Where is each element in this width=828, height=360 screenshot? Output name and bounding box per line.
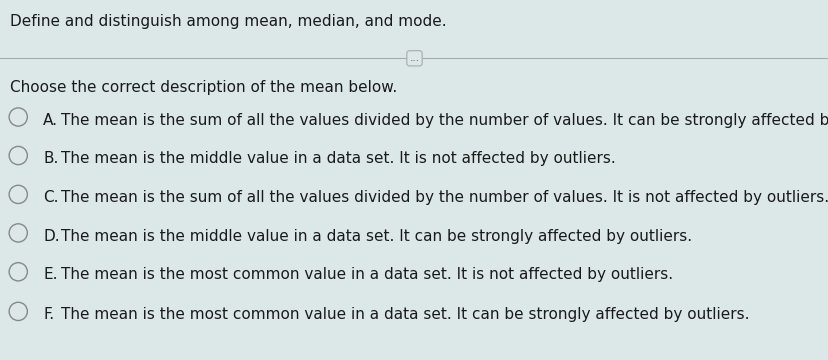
Text: The mean is the middle value in a data set. It can be strongly affected by outli: The mean is the middle value in a data s… — [61, 229, 691, 244]
Text: The mean is the most common value in a data set. It is not affected by outliers.: The mean is the most common value in a d… — [61, 267, 672, 283]
Text: E.: E. — [43, 267, 57, 283]
Text: A.: A. — [43, 113, 58, 128]
Text: F.: F. — [43, 307, 54, 322]
Text: D.: D. — [43, 229, 60, 244]
Text: The mean is the sum of all the values divided by the number of values. It is not: The mean is the sum of all the values di… — [61, 190, 828, 205]
Text: ...: ... — [409, 53, 419, 63]
Text: Define and distinguish among mean, median, and mode.: Define and distinguish among mean, media… — [10, 14, 446, 30]
Text: The mean is the most common value in a data set. It can be strongly affected by : The mean is the most common value in a d… — [61, 307, 749, 322]
Text: Choose the correct description of the mean below.: Choose the correct description of the me… — [10, 80, 397, 95]
Text: B.: B. — [43, 151, 59, 166]
Text: C.: C. — [43, 190, 59, 205]
Text: The mean is the sum of all the values divided by the number of values. It can be: The mean is the sum of all the values di… — [61, 113, 828, 128]
Text: The mean is the middle value in a data set. It is not affected by outliers.: The mean is the middle value in a data s… — [61, 151, 615, 166]
